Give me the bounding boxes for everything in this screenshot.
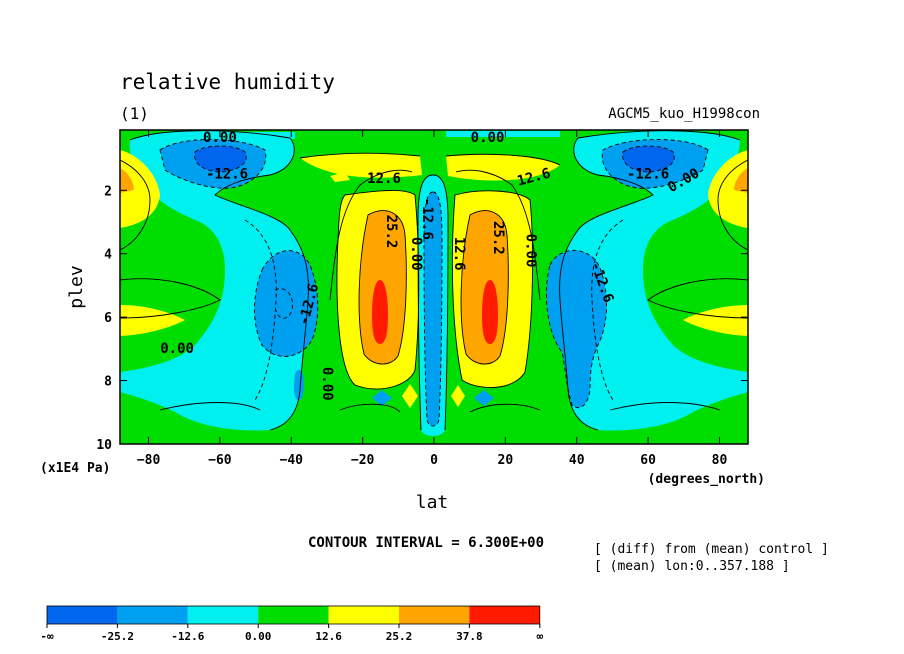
- region-blue-right: [622, 146, 675, 172]
- colorbar-swatch: [328, 606, 399, 624]
- contour-label: 0.00: [471, 130, 505, 146]
- colorbar-swatch: [469, 606, 540, 624]
- y-tick-label: 4: [104, 248, 112, 263]
- y-tick-label: 6: [104, 311, 112, 326]
- colorbar-swatch: [117, 606, 188, 624]
- colorbar-frame: [46, 605, 541, 625]
- colorbar-label: ∞: [536, 630, 543, 643]
- region-lightblue-small-1: [294, 369, 305, 401]
- contour-label: 25.2: [490, 221, 506, 255]
- region-lightblue-equator: [424, 192, 442, 426]
- x-axis: −80 −60 −40 −20 0 20 40 60 80: [137, 130, 728, 468]
- colorbar-label: 0.00: [245, 630, 272, 643]
- colorbar: -∞ -25.2 -12.6 0.00 12.6 25.2 37.8 ∞: [40, 605, 543, 643]
- contour-label: 12.6: [367, 171, 401, 187]
- colorbar-swatch: [47, 606, 118, 624]
- colorbar-swatch: [187, 606, 259, 624]
- note-mean: [ (mean) lon:0..357.188 ]: [594, 559, 790, 574]
- contour-label: 0.00: [408, 237, 424, 271]
- region-yellow-edge-right: [683, 150, 748, 336]
- region-lightblue-small-2: [372, 390, 392, 406]
- region-orange-edge-right: [734, 168, 748, 193]
- colorbar-label: 12.6: [315, 630, 342, 643]
- contour-label: 12.6: [451, 237, 467, 271]
- y-tick-label: 2: [104, 184, 112, 199]
- region-cyan-top-left: [205, 132, 295, 139]
- colorbar-swatch: [399, 606, 470, 624]
- contour-label: -12.6: [627, 166, 669, 182]
- y-axis-unit: (x1E4 Pa): [40, 461, 110, 476]
- x-tick-label: 80: [712, 453, 728, 468]
- region-red-left: [372, 280, 388, 344]
- contour-lines-negative: [159, 139, 709, 427]
- region-cyan-right: [559, 130, 748, 431]
- chart-title: relative humidity: [120, 70, 335, 94]
- x-tick-label: 0: [430, 453, 438, 468]
- contour-label: 25.2: [383, 215, 399, 249]
- region-lightblue-small-3: [474, 390, 494, 406]
- contour-field: [120, 130, 748, 444]
- x-tick-label: −20: [351, 453, 375, 468]
- region-lightblue-mid-left: [254, 250, 318, 357]
- region-orange-edge-left: [120, 168, 134, 193]
- region-yellow-small-1: [402, 384, 418, 408]
- x-tick-label: 40: [569, 453, 585, 468]
- panel-label: (1): [120, 104, 149, 123]
- x-tick-label: −40: [280, 453, 304, 468]
- contour-interval: CONTOUR INTERVAL = 6.300E+00: [308, 535, 544, 551]
- region-yellow-edge-left: [120, 150, 185, 336]
- region-cyan-left: [120, 130, 309, 431]
- contour-label: -12.6: [419, 198, 435, 240]
- region-blue-left: [194, 146, 247, 172]
- region-red-right: [482, 280, 498, 344]
- colorbar-swatch: [258, 606, 329, 624]
- note-diff: [ (diff) from (mean) control ]: [594, 542, 829, 557]
- colorbar-label: 37.8: [456, 630, 483, 643]
- contour-label: 0.00: [319, 367, 335, 401]
- region-cyan-top-right: [446, 131, 560, 137]
- x-tick-label: −80: [137, 453, 161, 468]
- y-tick-label: 8: [104, 375, 112, 390]
- y-tick-label: 10: [96, 438, 112, 453]
- contour-label: -12.6: [206, 166, 248, 182]
- region-yellow-small-2: [451, 385, 465, 407]
- run-label: AGCM5_kuo_H1998con: [608, 106, 760, 122]
- colorbar-label: -12.6: [171, 630, 204, 643]
- contour-lines: [120, 130, 748, 431]
- colorbar-label: -25.2: [101, 630, 134, 643]
- y-axis: 2 4 6 8 10: [96, 184, 748, 453]
- x-tick-label: 20: [498, 453, 514, 468]
- x-tick-label: −60: [208, 453, 232, 468]
- x-axis-label: lat: [416, 492, 449, 513]
- x-tick-label: 60: [640, 453, 656, 468]
- contour-label: 0.00: [203, 130, 237, 146]
- colorbar-label: -∞: [40, 630, 54, 643]
- region-yellow-small-3: [330, 172, 350, 182]
- contour-label: 0.00: [522, 234, 538, 268]
- contour-label: 0.00: [160, 341, 194, 357]
- colorbar-label: 25.2: [386, 630, 413, 643]
- y-axis-label: plev: [66, 265, 87, 308]
- x-axis-unit: (degrees_north): [648, 472, 765, 487]
- region-yellow-bridge: [300, 153, 560, 181]
